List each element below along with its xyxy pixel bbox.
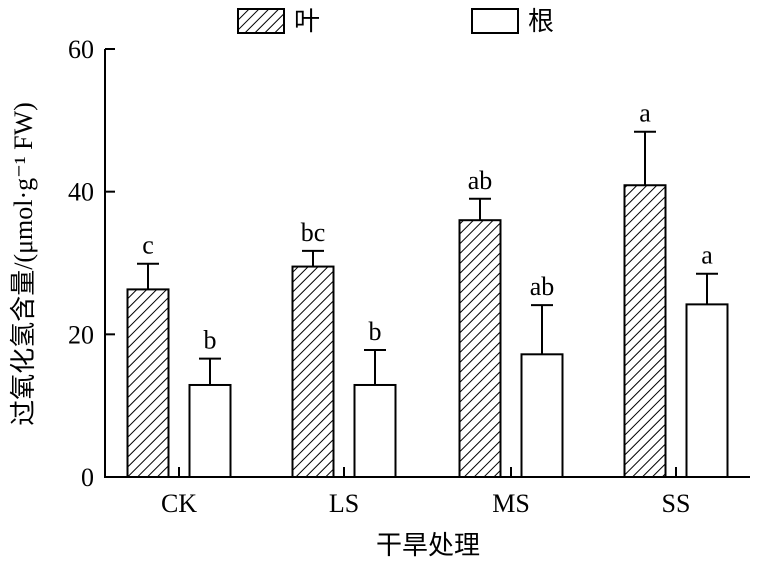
bar-leaf-ck [126, 288, 170, 479]
x-tick-label: MS [492, 489, 530, 518]
bar-leaf-ls [291, 265, 335, 479]
legend: 叶 根 [237, 7, 554, 37]
legend-label-root: 根 [528, 7, 554, 37]
bar-root-ck [188, 383, 232, 479]
significance-letter: a [701, 241, 713, 270]
bar-leaf-ss [623, 184, 667, 478]
significance-letter: ab [530, 272, 555, 301]
legend-label-leaf: 叶 [294, 7, 320, 37]
x-axis-ticks: CK LS MS SS [161, 467, 691, 518]
x-tick-label: SS [662, 489, 691, 518]
bar-root-ls [353, 383, 397, 479]
significance-letter: b [204, 326, 217, 355]
x-axis-title: 干旱处理 [376, 531, 480, 561]
significance-letter: ab [468, 166, 493, 195]
bar-root-ss [685, 303, 729, 478]
bar-leaf-ms [458, 219, 502, 478]
legend-swatch-leaf [237, 8, 285, 34]
y-tick-label: 0 [81, 463, 94, 492]
significance-letter: c [142, 231, 154, 260]
y-tick-label: 20 [68, 320, 94, 349]
y-axis-title: 过氧化氢含量/(μmol·g⁻¹ FW) [9, 102, 38, 426]
significance-letter: bc [301, 218, 326, 247]
y-tick-label: 40 [68, 178, 94, 207]
y-axis-ticks: 0 20 40 60 [68, 35, 115, 492]
x-tick-label: CK [161, 489, 197, 518]
significance-letter: a [639, 99, 651, 128]
significance-letter: b [369, 317, 382, 346]
legend-swatch-root [471, 8, 519, 34]
x-tick-label: LS [329, 489, 359, 518]
y-tick-label: 60 [68, 35, 94, 64]
bar-root-ms [520, 353, 564, 479]
